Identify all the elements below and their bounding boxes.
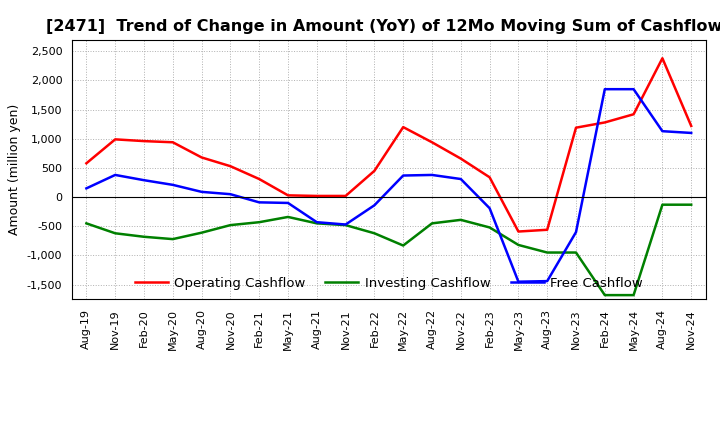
Free Cashflow	[82, 186, 91, 191]
Investing Cashflow	[514, 242, 523, 248]
Free Cashflow	[197, 189, 206, 194]
Free Cashflow	[543, 279, 552, 284]
Line: Free Cashflow: Free Cashflow	[86, 89, 691, 282]
Investing Cashflow	[226, 223, 235, 228]
Operating Cashflow	[572, 125, 580, 130]
Operating Cashflow	[341, 193, 350, 198]
Free Cashflow	[312, 220, 321, 225]
Free Cashflow	[456, 176, 465, 182]
Operating Cashflow	[168, 139, 177, 145]
Line: Investing Cashflow: Investing Cashflow	[86, 205, 691, 295]
Free Cashflow	[485, 205, 494, 211]
Investing Cashflow	[341, 223, 350, 228]
Operating Cashflow	[82, 161, 91, 166]
Operating Cashflow	[514, 229, 523, 234]
Operating Cashflow	[658, 55, 667, 61]
Y-axis label: Amount (million yen): Amount (million yen)	[8, 104, 21, 235]
Investing Cashflow	[111, 231, 120, 236]
Investing Cashflow	[658, 202, 667, 207]
Investing Cashflow	[140, 234, 148, 239]
Operating Cashflow	[312, 193, 321, 198]
Investing Cashflow	[312, 221, 321, 226]
Operating Cashflow	[370, 168, 379, 173]
Free Cashflow	[687, 130, 696, 136]
Free Cashflow	[399, 173, 408, 178]
Investing Cashflow	[687, 202, 696, 207]
Free Cashflow	[370, 203, 379, 208]
Investing Cashflow	[600, 293, 609, 298]
Operating Cashflow	[284, 193, 292, 198]
Investing Cashflow	[255, 220, 264, 225]
Operating Cashflow	[197, 155, 206, 160]
Free Cashflow	[600, 87, 609, 92]
Free Cashflow	[284, 200, 292, 205]
Free Cashflow	[140, 178, 148, 183]
Investing Cashflow	[370, 231, 379, 236]
Investing Cashflow	[629, 293, 638, 298]
Operating Cashflow	[456, 156, 465, 161]
Legend: Operating Cashflow, Investing Cashflow, Free Cashflow: Operating Cashflow, Investing Cashflow, …	[130, 271, 648, 295]
Operating Cashflow	[543, 227, 552, 232]
Line: Operating Cashflow: Operating Cashflow	[86, 58, 691, 231]
Operating Cashflow	[687, 123, 696, 128]
Operating Cashflow	[428, 139, 436, 145]
Title: [2471]  Trend of Change in Amount (YoY) of 12Mo Moving Sum of Cashflows: [2471] Trend of Change in Amount (YoY) o…	[46, 19, 720, 34]
Operating Cashflow	[111, 137, 120, 142]
Free Cashflow	[341, 222, 350, 227]
Investing Cashflow	[82, 221, 91, 226]
Operating Cashflow	[140, 139, 148, 144]
Free Cashflow	[629, 87, 638, 92]
Operating Cashflow	[600, 120, 609, 125]
Investing Cashflow	[428, 221, 436, 226]
Operating Cashflow	[485, 175, 494, 180]
Operating Cashflow	[255, 176, 264, 182]
Free Cashflow	[572, 230, 580, 235]
Free Cashflow	[111, 172, 120, 178]
Investing Cashflow	[168, 236, 177, 242]
Investing Cashflow	[456, 217, 465, 223]
Investing Cashflow	[485, 225, 494, 230]
Free Cashflow	[428, 172, 436, 178]
Free Cashflow	[514, 279, 523, 284]
Free Cashflow	[226, 191, 235, 197]
Free Cashflow	[255, 200, 264, 205]
Free Cashflow	[168, 182, 177, 187]
Investing Cashflow	[197, 230, 206, 235]
Investing Cashflow	[284, 214, 292, 220]
Investing Cashflow	[543, 250, 552, 255]
Investing Cashflow	[399, 243, 408, 248]
Operating Cashflow	[226, 164, 235, 169]
Operating Cashflow	[629, 112, 638, 117]
Operating Cashflow	[399, 125, 408, 130]
Investing Cashflow	[572, 250, 580, 255]
Free Cashflow	[658, 128, 667, 134]
